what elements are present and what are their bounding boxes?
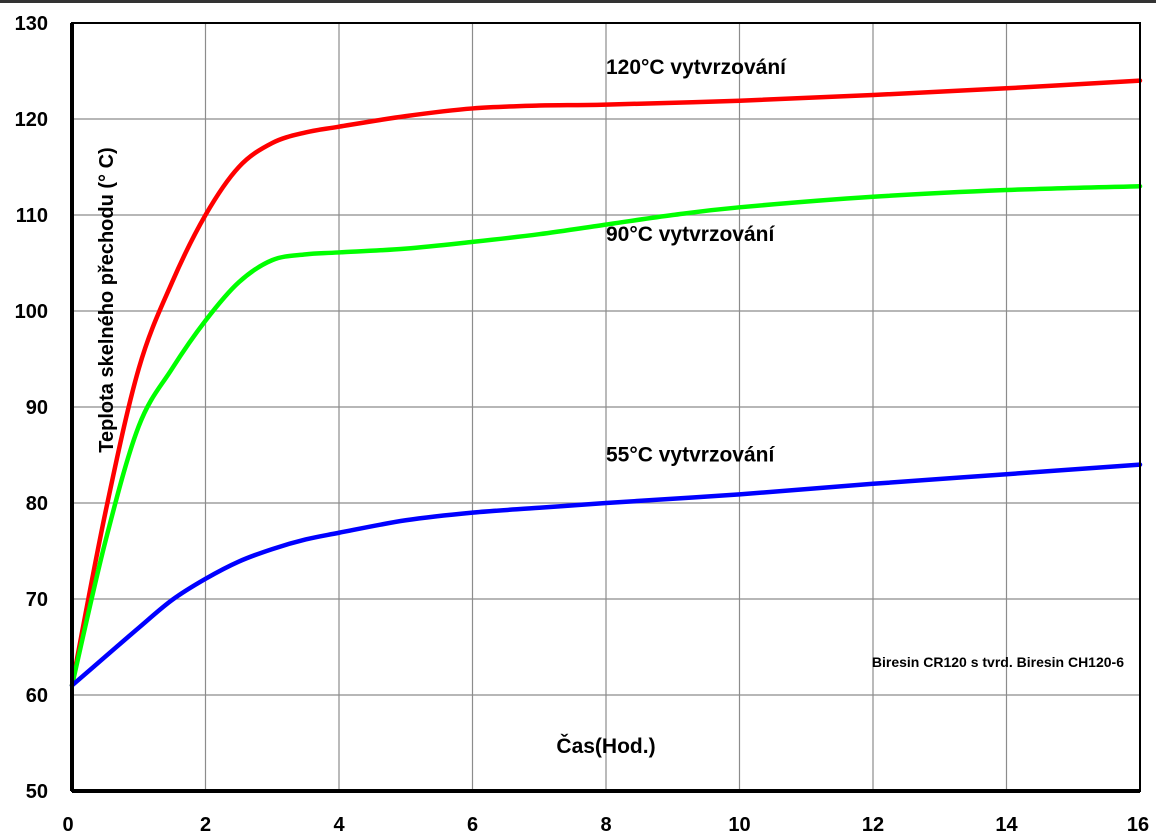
series-lines <box>69 78 1143 688</box>
y-tick-label: 110 <box>16 205 48 227</box>
annotations: 120°C vytvrzování 90°C vytvrzování 55°C vy… <box>606 56 787 467</box>
x-tick-label: 4 <box>333 814 345 836</box>
series-line-2 <box>69 462 1143 688</box>
x-tick-label: 14 <box>995 814 1018 836</box>
tick-labels: 50 60 70 80 90 100 110 120 130 0 2 4 6 8 10 12 14 16 <box>15 13 1150 836</box>
y-tick-label: 120 <box>15 109 48 131</box>
x-tick-label: 6 <box>467 814 478 836</box>
top-rule <box>0 0 1156 3</box>
series-line-1 <box>69 183 1143 688</box>
y-tick-label: 90 <box>26 397 48 419</box>
y-tick-label: 130 <box>15 13 48 35</box>
series-annotation: 90°C vytvrzování <box>606 223 775 246</box>
x-tick-label: 12 <box>862 814 884 836</box>
grid-lines <box>72 23 1140 791</box>
x-tick-label: 8 <box>600 814 611 836</box>
y-tick-label: 80 <box>26 493 48 515</box>
x-tick-label: 16 <box>1127 814 1149 836</box>
y-tick-label: 50 <box>26 781 48 803</box>
x-tick-label: 0 <box>62 814 73 836</box>
series-line-0 <box>69 78 1143 688</box>
plot-frame <box>70 22 1141 793</box>
y-tick-label: 70 <box>26 589 48 611</box>
x-tick-label: 2 <box>200 814 211 836</box>
x-axis-label: Čas(Hod.) <box>556 734 655 758</box>
x-tick-label: 10 <box>728 814 750 836</box>
y-axis-label: Teplota skelného přechodu (° C) <box>96 147 118 452</box>
series-annotation: 120°C vytvrzování <box>606 56 787 79</box>
series-annotation: 55°C vytvrzování <box>606 444 775 467</box>
y-tick-label: 100 <box>15 301 48 323</box>
y-tick-label: 60 <box>26 685 48 707</box>
chart-note: Biresin CR120 s tvrd. Biresin CH120-6 <box>872 654 1124 670</box>
